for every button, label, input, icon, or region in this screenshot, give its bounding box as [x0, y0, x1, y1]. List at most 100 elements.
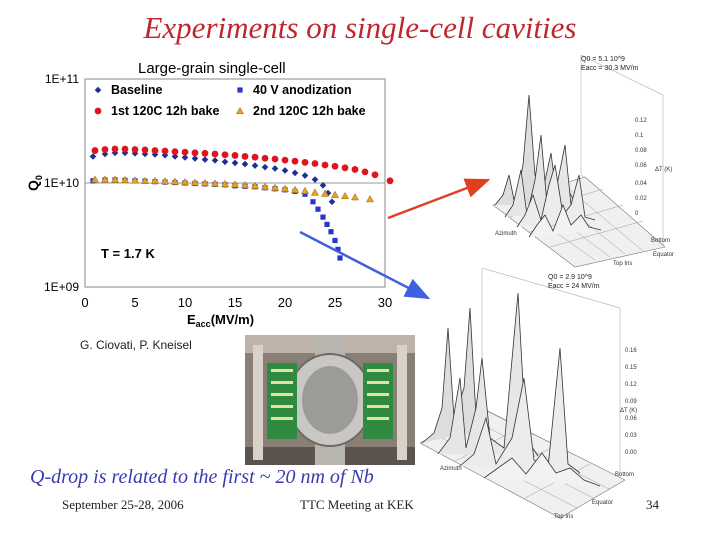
data-point — [332, 237, 338, 244]
data-point — [130, 176, 140, 184]
data-point — [201, 156, 209, 163]
data-point — [371, 171, 379, 179]
map-bottom-azimuth-label: Azimuth — [440, 466, 462, 472]
y-axis-label-sub: 0 — [34, 175, 44, 180]
x-axis-label-unit: (MV/m) — [211, 312, 254, 327]
data-point — [230, 180, 240, 188]
data-point — [331, 162, 339, 170]
footer-meeting: TTC Meeting at KEK — [300, 497, 414, 512]
map-bottom-ztick: 0.09 — [625, 399, 637, 405]
data-point — [90, 175, 100, 183]
cavity-photo-illustration — [245, 335, 415, 465]
legend-label: Baseline — [111, 83, 162, 97]
footer-date: September 25-28, 2006 — [62, 497, 184, 512]
map-bottom-equator-label: Equator — [592, 500, 614, 506]
data-point — [271, 155, 279, 163]
y-axis-label: Q0 — [25, 175, 44, 191]
data-point — [220, 179, 230, 187]
legend-marker — [94, 86, 102, 94]
data-point — [211, 157, 219, 164]
data-point — [150, 176, 160, 184]
data-point — [231, 152, 239, 159]
data-point — [251, 162, 259, 169]
data-point — [290, 185, 300, 193]
temperature-map-bottom: Q0 = 2.9 10^9 Eacc = 24 MV/m 0.16 0.15 0… — [419, 267, 650, 523]
data-point — [315, 206, 321, 212]
map-bottom-ztick: 0.06 — [625, 416, 637, 422]
data-points — [89, 145, 394, 261]
data-point — [365, 194, 375, 203]
data-point — [280, 184, 290, 192]
map-top-azimuth-label: Azimuth — [495, 231, 517, 237]
cavity-photo — [245, 335, 415, 465]
y-tick-labels: 1E+09 1E+10 1E+11 — [44, 72, 79, 294]
data-point — [335, 246, 341, 252]
x-axis-label: Eacc(MV/m) — [187, 312, 254, 329]
map-top-ztick: 0.02 — [635, 196, 647, 202]
data-point — [291, 157, 299, 165]
x-tick-labels: 0 5 10 15 20 25 30 — [81, 295, 392, 310]
map-bottom-topiris-label: Top Iris — [554, 514, 574, 520]
data-point — [311, 160, 319, 167]
slide-title: Experiments on single-cell cavities — [143, 10, 577, 45]
data-point — [341, 164, 349, 172]
data-point — [281, 156, 289, 164]
data-point — [301, 158, 309, 166]
data-point — [330, 190, 340, 198]
chart-legend: Baseline 40 V anodization 1st 120C 12h bak… — [94, 83, 366, 118]
legend-marker — [237, 87, 243, 93]
x-tick-label: 25 — [328, 295, 342, 310]
map-bottom-info: Q0 = 2.9 10^9 Eacc = 24 MV/m — [548, 273, 600, 291]
data-point — [351, 166, 359, 173]
data-point — [321, 161, 329, 169]
data-point — [100, 175, 110, 183]
data-point — [241, 153, 249, 160]
chart-title: Large-grain single-cell — [138, 60, 286, 77]
legend-marker — [235, 106, 245, 115]
y-tick-label: 1E+10 — [44, 176, 79, 190]
map-top-q0: Q0 = 5.1 10^9 — [581, 56, 625, 63]
y-tick-label: 1E+09 — [44, 280, 79, 294]
data-point — [324, 221, 330, 227]
temperature-map-bottom-surface — [419, 267, 626, 519]
data-point — [291, 169, 299, 177]
data-point — [261, 163, 269, 171]
x-tick-label: 0 — [81, 295, 88, 310]
map-top-ztick: 0.1 — [635, 133, 644, 139]
data-point — [319, 182, 327, 189]
data-point — [161, 147, 169, 155]
data-point — [171, 153, 179, 160]
y-tick-label: 1E+11 — [45, 72, 79, 86]
data-point — [120, 175, 130, 183]
map-top-ztick: 0 — [635, 211, 639, 217]
legend-marker — [94, 107, 102, 115]
data-point — [111, 145, 119, 153]
data-point — [160, 177, 170, 185]
data-point — [121, 145, 129, 153]
data-point — [251, 153, 259, 161]
data-point — [241, 160, 249, 168]
data-point — [300, 186, 310, 194]
data-point — [181, 154, 189, 161]
map-bottom-eacc: Eacc = 24 MV/m — [548, 283, 600, 290]
map-bottom-bottom-label: Bottom — [615, 472, 635, 478]
x-tick-label: 30 — [378, 295, 392, 310]
data-point — [271, 165, 279, 172]
data-point — [211, 150, 219, 158]
data-point — [350, 193, 360, 201]
data-point — [191, 155, 199, 162]
data-point — [337, 255, 343, 261]
data-point — [190, 178, 200, 186]
data-point — [131, 146, 139, 153]
arrow-to-top-map — [387, 178, 491, 220]
map-top-ztick: 0.06 — [635, 163, 647, 169]
data-point — [110, 175, 120, 183]
data-point — [301, 172, 309, 179]
legend-label: 1st 120C 12h bake — [111, 104, 219, 118]
data-point — [200, 178, 210, 187]
credit-text: G. Ciovati, P. Kneisel — [80, 338, 192, 352]
data-point — [310, 199, 316, 205]
map-top-zlabel: ΔT (K) — [655, 167, 673, 173]
map-bottom-q0: Q0 = 2.9 10^9 — [548, 274, 592, 281]
